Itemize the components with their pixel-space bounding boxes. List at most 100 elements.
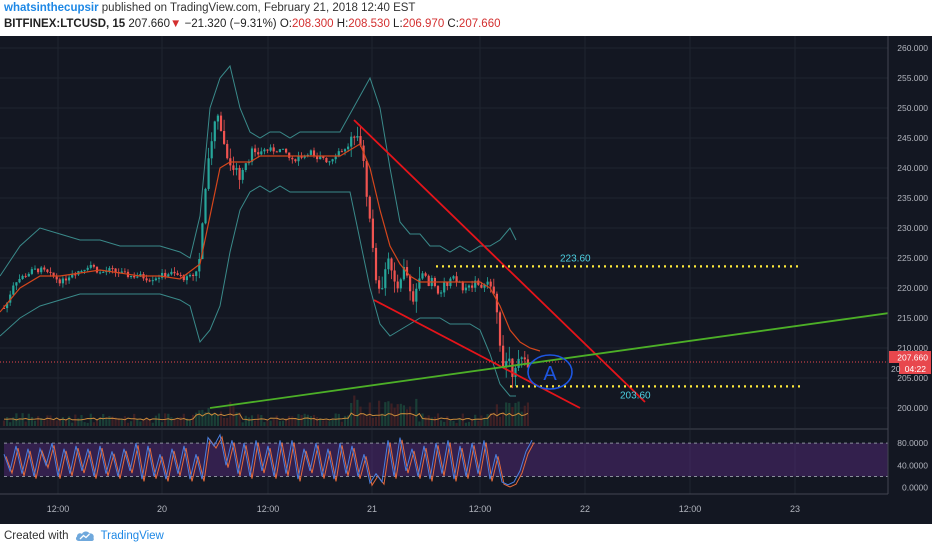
candle-body (294, 159, 297, 162)
volume-bar (136, 419, 139, 426)
horizontal-levels[interactable]: 223.60 203.60 (436, 253, 800, 401)
volume-bar (43, 420, 46, 426)
candle-body (154, 278, 157, 281)
candle-body (309, 150, 312, 155)
volume-bar (474, 414, 477, 426)
volume-bar (381, 413, 384, 426)
candle-body (167, 274, 170, 277)
volume-bar (505, 402, 508, 426)
volume-bar (148, 419, 151, 426)
author-link[interactable]: whatsinthecupsir (4, 2, 99, 14)
volume-bar (322, 420, 325, 426)
price-tick-label: 220.000 (897, 283, 928, 293)
candle-body (235, 167, 238, 170)
candle-body (436, 286, 440, 294)
candle-body (114, 268, 117, 273)
volume-bar (278, 421, 281, 426)
volume-bar (319, 418, 322, 426)
volume-bar (74, 414, 77, 426)
candle-body (74, 274, 77, 276)
price-tick-label: 230.000 (897, 223, 928, 233)
axis-corner (888, 494, 932, 524)
created-with-text: Created with (4, 530, 69, 542)
candle-body (37, 268, 40, 273)
candle-body (455, 276, 458, 282)
time-axis-panel[interactable] (0, 494, 932, 524)
volume-bar (204, 412, 207, 426)
volume-bar (195, 412, 198, 426)
candle-body (111, 268, 114, 270)
candle-body (390, 258, 393, 271)
volume-bar (30, 416, 33, 426)
candle-body (89, 264, 92, 268)
pane-separator (0, 428, 932, 430)
candle-body (443, 282, 446, 293)
volume-bar (176, 419, 179, 426)
volume-bar (340, 421, 343, 426)
time-tick-label: 12:00 (47, 504, 70, 514)
volume-bar (108, 415, 111, 426)
volume-bar (92, 422, 95, 426)
volume-bar (198, 410, 201, 426)
candle-body (136, 276, 139, 278)
volume-bar (436, 413, 440, 426)
candle-body (356, 136, 359, 138)
volume-bar (402, 405, 405, 426)
volume-bar (201, 409, 204, 426)
time-tick-label: 12:00 (469, 504, 492, 514)
price-axis-panel[interactable] (888, 36, 932, 524)
annotation-ellipse[interactable] (527, 354, 573, 390)
pattern-annotation[interactable]: A (527, 354, 573, 390)
candle-body (291, 157, 294, 160)
candle-body (325, 157, 328, 163)
candle-body (185, 276, 188, 281)
candle-body (523, 357, 526, 360)
candle-body (402, 267, 405, 280)
candle-body (334, 156, 337, 160)
volume-bar (458, 418, 461, 426)
price-tick-label: 200.000 (897, 403, 928, 413)
volume-bar (260, 415, 263, 426)
stochastic-axis: 80.0000 40.0000 0.0000 (897, 438, 928, 492)
candle-body (24, 275, 27, 277)
volume-bar (399, 403, 402, 426)
stochastic-k-line (3, 433, 533, 486)
volume-bar (145, 417, 148, 426)
trendlines[interactable] (209, 119, 889, 409)
time-tick-label: 20 (157, 504, 167, 514)
candle-body (474, 280, 477, 288)
candle-body (316, 156, 319, 160)
volume-bar (303, 413, 306, 426)
candle-body (461, 281, 464, 291)
volume-bar (188, 420, 192, 426)
high-value: 208.530 (348, 18, 390, 30)
candle-body (99, 272, 102, 274)
publish-text: published on TradingView.com, February 2… (101, 2, 416, 14)
tradingview-link[interactable]: TradingView (100, 530, 164, 542)
last-price: 207.660 (128, 18, 170, 30)
volume-bar (291, 416, 294, 426)
candle-body (387, 258, 390, 270)
volume-bar (365, 416, 368, 426)
volume-bar (374, 417, 378, 426)
price-tick-label: 235.000 (897, 193, 928, 203)
change-arrow: ▼ (169, 18, 182, 30)
candle-body (288, 152, 291, 158)
trendline-lower_falling (373, 299, 581, 409)
candle-body (514, 367, 517, 377)
volume-bar (263, 422, 266, 426)
volume-bar (415, 398, 418, 426)
volume-bar (337, 413, 340, 426)
price-change: −21.320 (−9.31%) (184, 18, 277, 30)
price-chart[interactable]: 223.60 203.60 A 260.000 255.000 250.000 245.… (0, 36, 932, 524)
candle-body (340, 151, 343, 153)
volume-bar (328, 421, 331, 426)
volume-bar (170, 417, 173, 426)
open-value: 208.300 (291, 18, 334, 30)
level-label: 223.60 (560, 253, 591, 264)
candle-body (49, 271, 52, 273)
candle-body (275, 151, 278, 153)
volume-bar (405, 409, 409, 426)
volume-bar (331, 419, 334, 426)
volume-bar (508, 403, 511, 426)
